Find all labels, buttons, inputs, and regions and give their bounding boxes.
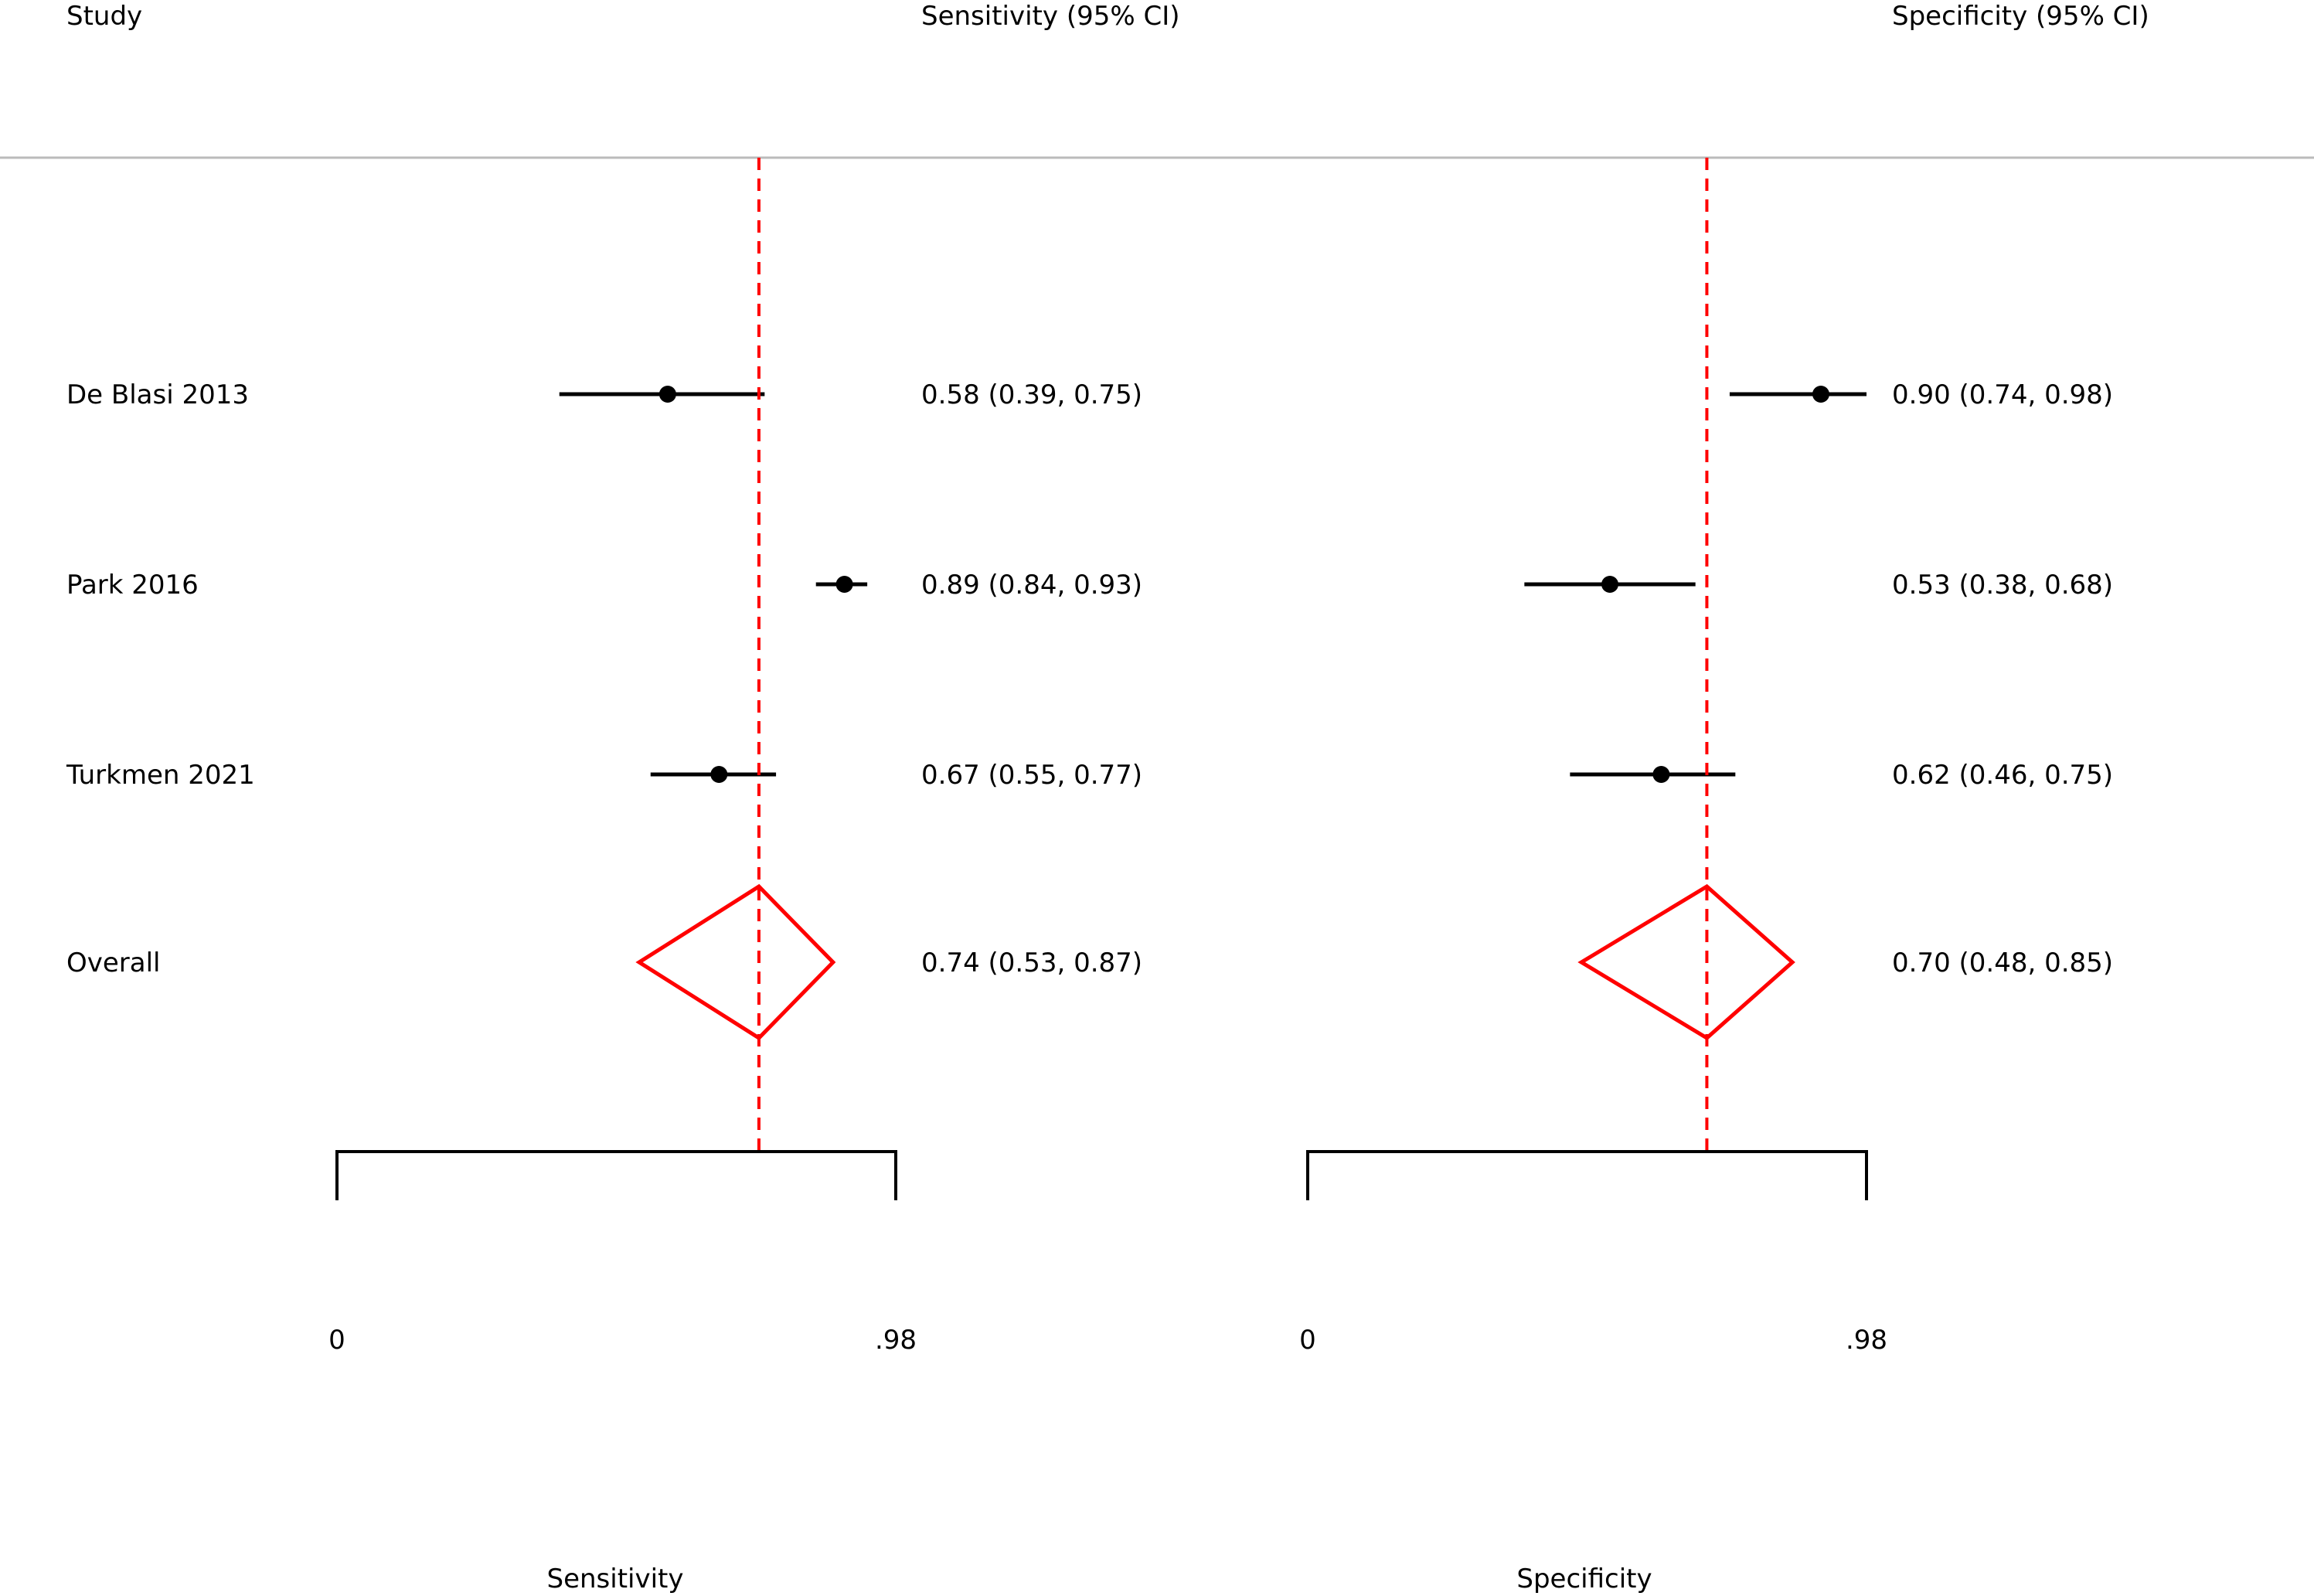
specificity-point <box>1812 386 1829 403</box>
specificity-estimate-label: 0.62 (0.46, 0.75) <box>1892 760 2113 791</box>
specificity-estimate-label: 0.53 (0.38, 0.68) <box>1892 570 2113 601</box>
xlabel-specificity: Specificity <box>1516 1564 1652 1594</box>
study-rows: De Blasi 2013 0.58 (0.39, 0.75) 0.90 (0.74… <box>66 379 2113 1356</box>
sensitivity-summary-diamond <box>635 883 836 1041</box>
specificity-point <box>1601 576 1619 593</box>
study-name: Turkmen 2021 <box>66 760 255 791</box>
sensitivity-point <box>658 386 676 403</box>
study-name: Park 2016 <box>66 570 199 601</box>
specificity-estimate-label: 0.90 (0.74, 0.98) <box>1892 379 2113 410</box>
specificity-point <box>1652 766 1670 783</box>
study-name: De Blasi 2013 <box>66 379 249 410</box>
specificity-tick-label: .98 <box>1846 1325 1887 1356</box>
sensitivity-point <box>835 576 853 593</box>
specificity-overall-label: 0.70 (0.48, 0.85) <box>1892 948 2113 978</box>
header-specificity: Specificity (95% CI) <box>1892 1 2149 32</box>
xlabel-sensitivity: Sensitivity <box>546 1564 683 1594</box>
specificity-tick-label: 0 <box>1299 1325 1316 1356</box>
header-sensitivity: Sensitivity (95% CI) <box>921 1 1180 32</box>
sensitivity-estimate-label: 0.58 (0.39, 0.75) <box>921 379 1142 410</box>
sensitivity-estimate-label: 0.67 (0.55, 0.77) <box>921 760 1142 791</box>
header-study: Study <box>66 1 142 32</box>
sensitivity-point <box>710 766 728 783</box>
overall-name: Overall <box>66 948 161 978</box>
specificity-summary-diamond <box>1577 883 1795 1041</box>
sensitivity-tick-label: .98 <box>875 1325 917 1356</box>
plot-panels <box>335 158 1868 1200</box>
sensitivity-tick-label: 0 <box>328 1325 345 1356</box>
sensitivity-overall-label: 0.74 (0.53, 0.87) <box>921 948 1142 978</box>
sensitivity-estimate-label: 0.89 (0.84, 0.93) <box>921 570 1142 601</box>
